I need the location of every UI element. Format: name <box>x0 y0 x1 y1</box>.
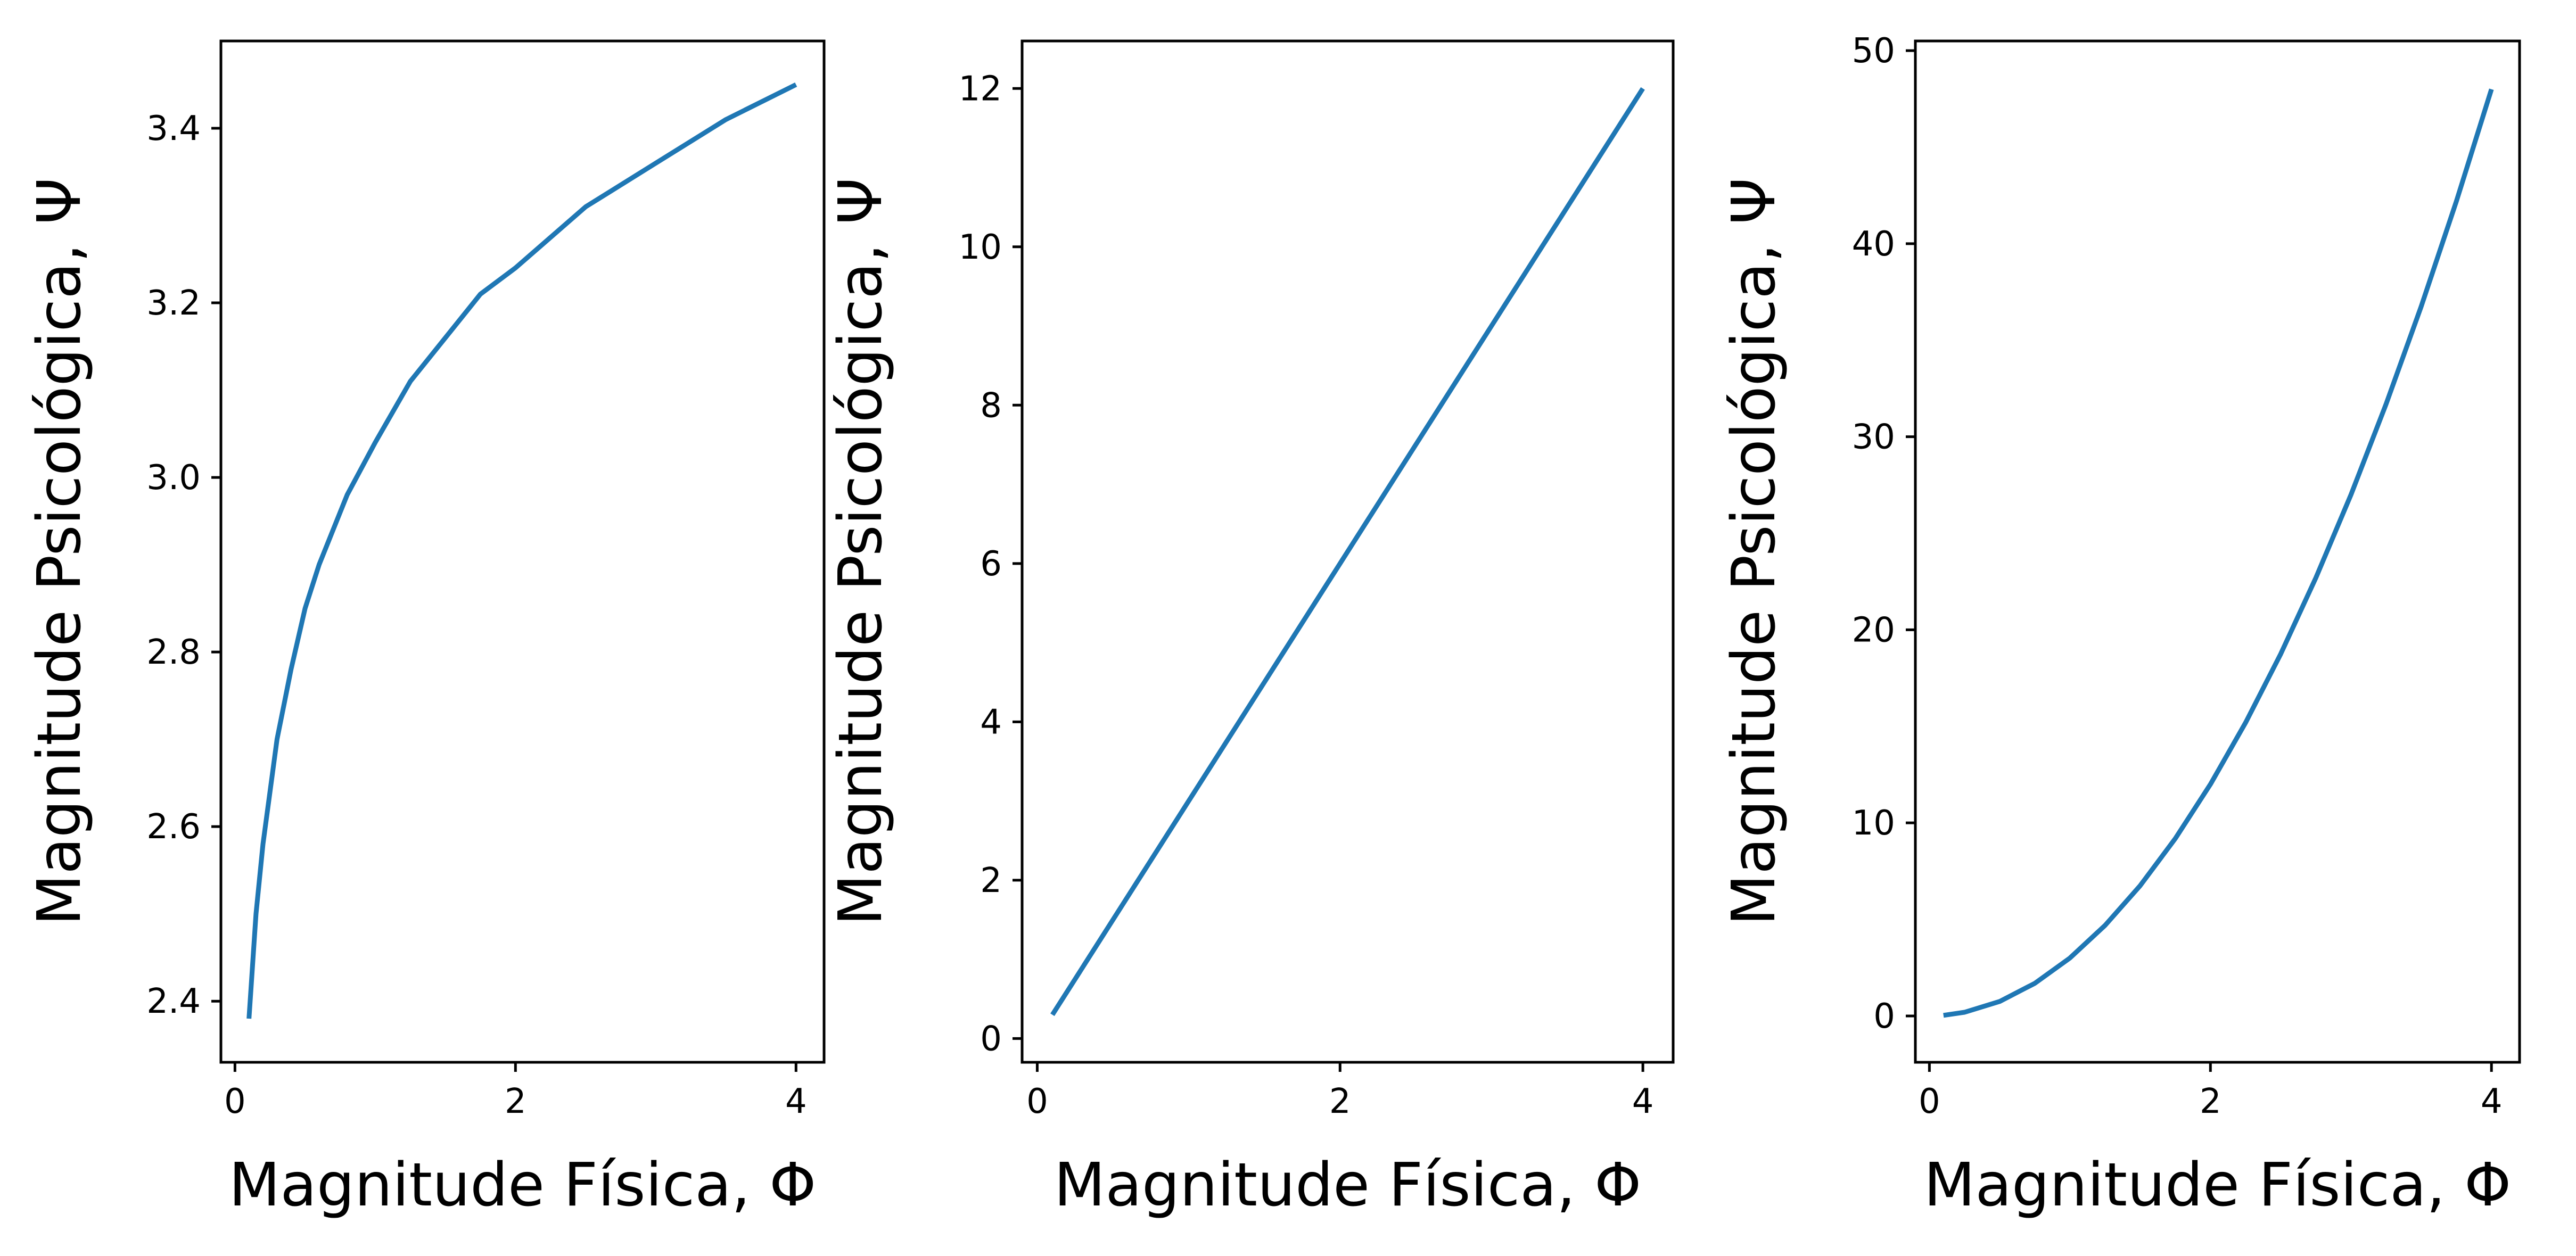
middle-panel-y-tick-label: 12 <box>959 69 1002 109</box>
left-panel-y-tick-label: 3.4 <box>146 109 201 148</box>
right-panel-y-tick-label: 20 <box>1852 610 1895 650</box>
right-panel-y-tick-label: 50 <box>1852 31 1895 71</box>
middle-panel-axes-frame <box>1020 39 1675 1064</box>
left-panel-axes-frame <box>219 39 826 1064</box>
left-panel-y-axis-label: Magnitude Psicológica, Ψ <box>25 178 94 926</box>
left-panel-x-tick-label: 2 <box>505 1082 526 1121</box>
right-panel-y-tick-label: 10 <box>1852 804 1895 843</box>
middle-panel-x-axis-label: Magnitude Física, Φ <box>1054 1151 1642 1220</box>
left-panel-y-tick-label: 2.6 <box>146 807 201 847</box>
middle-panel-x-tick-label: 4 <box>1632 1082 1654 1121</box>
right-panel-x-tick-label: 2 <box>2200 1082 2221 1121</box>
left-panel-x-tick-label: 0 <box>224 1082 246 1121</box>
middle-panel: 0 2 4 0 2 4 6 8 10 12 Magnitude Física, Φ Magnitude… <box>826 39 1675 1220</box>
left-panel-y-tick-label: 3.0 <box>146 458 201 498</box>
right-panel-y-tick-label: 40 <box>1852 225 1895 264</box>
middle-panel-y-tick-label: 8 <box>980 386 1002 425</box>
right-panel-series-line <box>1943 88 2494 1018</box>
middle-panel-y-axis-label: Magnitude Psicológica, Ψ <box>826 178 895 926</box>
middle-panel-y-tick-label: 0 <box>980 1019 1002 1059</box>
left-panel: 0 2 4 2.4 2.6 2.8 3.0 3.2 3.4 Magnitude Física, Φ… <box>25 39 826 1220</box>
left-panel-y-tick-label: 2.4 <box>146 982 201 1021</box>
middle-panel-y-tick-label: 2 <box>980 861 1002 900</box>
left-panel-y-tick-label: 3.2 <box>146 284 201 323</box>
left-panel-x-tick-label: 4 <box>785 1082 807 1121</box>
middle-panel-x-tick-label: 2 <box>1329 1082 1351 1121</box>
middle-panel-series-line <box>1050 87 1645 1017</box>
right-panel-y-axis-label: Magnitude Psicológica, Ψ <box>1719 178 1789 926</box>
panels: 0 2 4 2.4 2.6 2.8 3.0 3.2 3.4 Magnitude Física, Φ… <box>25 31 2521 1220</box>
right-panel-axes-frame <box>1914 39 2521 1064</box>
middle-panel-y-tick-label: 4 <box>980 703 1002 742</box>
left-panel-x-axis-label: Magnitude Física, Φ <box>229 1151 817 1220</box>
right-panel-y-tick-label: 30 <box>1852 418 1895 457</box>
right-panel-x-tick-label: 4 <box>2481 1082 2503 1121</box>
left-panel-y-tick-label: 2.8 <box>146 633 201 672</box>
middle-panel-x-tick-label: 0 <box>1026 1082 1048 1121</box>
middle-panel-y-tick-label: 6 <box>980 544 1002 584</box>
left-panel-series-line <box>246 82 797 1019</box>
right-panel-x-tick-label: 0 <box>1919 1082 1940 1121</box>
middle-panel-y-tick-label: 10 <box>959 228 1002 267</box>
right-panel-x-axis-label: Magnitude Física, Φ <box>1924 1151 2512 1220</box>
right-panel-y-tick-label: 0 <box>1873 997 1895 1036</box>
